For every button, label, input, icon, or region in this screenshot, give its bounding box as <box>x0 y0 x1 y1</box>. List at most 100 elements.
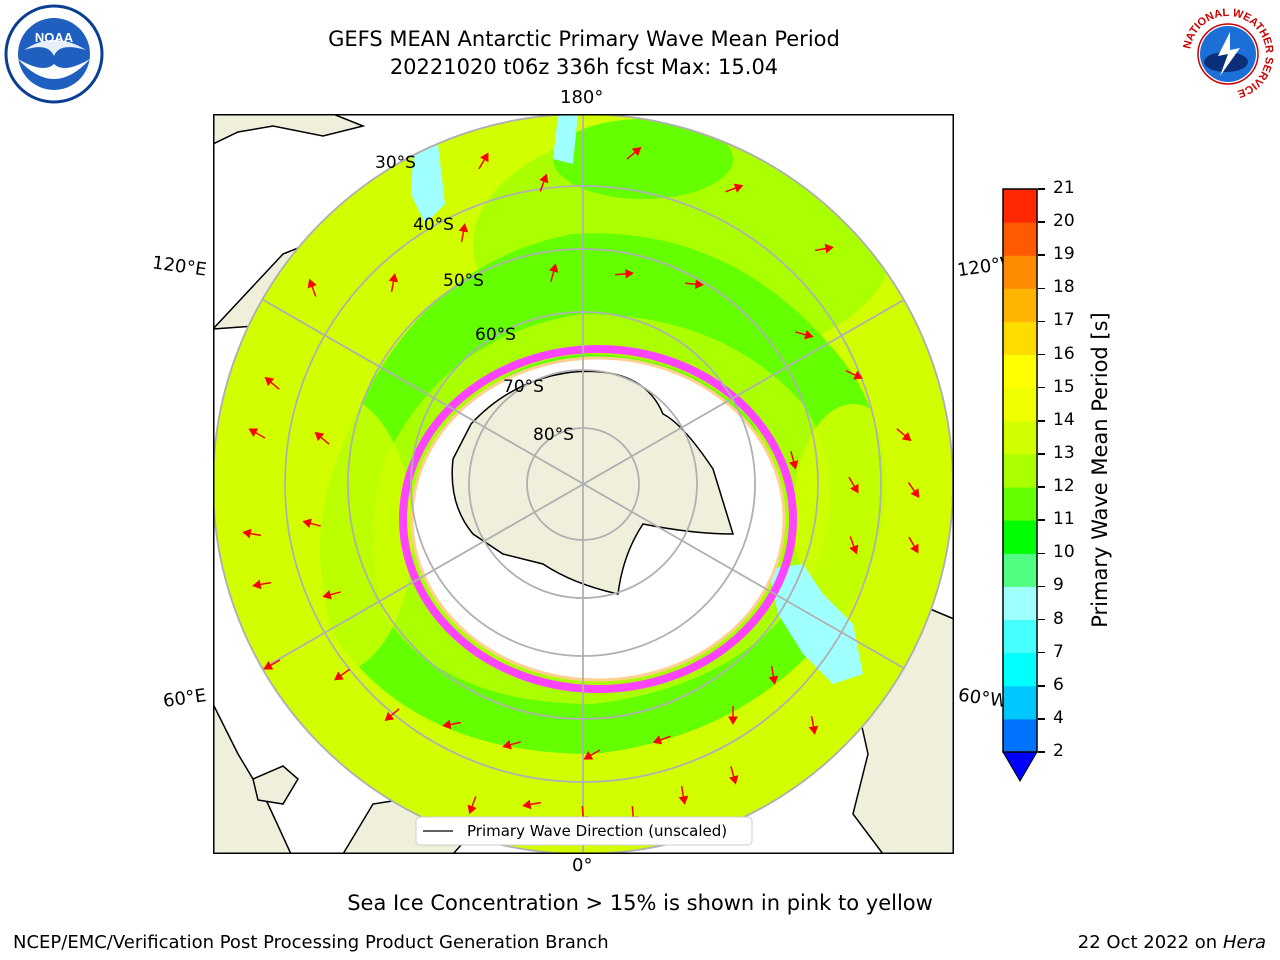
wave-arrow <box>539 173 549 192</box>
wave-arrow <box>652 735 671 745</box>
colorbar-segment <box>1003 321 1037 356</box>
wave-arrow <box>307 278 317 297</box>
footer-credit: NCEP/EMC/Verification Post Processing Pr… <box>13 932 609 953</box>
wave-arrow <box>614 268 634 279</box>
colorbar-tick-mark <box>1038 353 1045 356</box>
colorbar-segment <box>1003 189 1037 223</box>
wave-arrow <box>908 536 919 554</box>
colorbar-segment <box>1003 420 1037 455</box>
wave-arrow <box>848 476 859 494</box>
colorbar <box>1002 188 1038 782</box>
colorbar-tick-mark <box>1038 188 1045 190</box>
wave-arrow <box>583 749 601 760</box>
colorbar-tick-label: 17 <box>1053 310 1075 331</box>
wave-arrow <box>384 708 400 722</box>
map-title: GEFS MEAN Antarctic Primary Wave Mean Pe… <box>328 27 840 51</box>
colorbar-segment <box>1003 387 1037 422</box>
map-border <box>213 114 954 854</box>
colorbar-tick-label: 9 <box>1053 575 1064 596</box>
latitude-labels: 30°S 40°S 50°S 60°S 70°S 80°S <box>375 153 574 445</box>
colorbar-tick-mark <box>1038 221 1045 223</box>
antarctica <box>451 370 735 595</box>
lon-label-180: 180° <box>560 87 604 108</box>
colorbar-tick-label: 6 <box>1053 674 1064 695</box>
wave-arrow <box>548 263 559 282</box>
colorbar-segment <box>1003 718 1037 753</box>
colorbar-border <box>1002 188 1038 753</box>
colorbar-tick-mark <box>1038 254 1045 256</box>
lat-label-30s: 30°S <box>375 153 416 173</box>
colorbar-tick-mark <box>1038 486 1045 488</box>
colorbar-tick-mark <box>1038 585 1045 588</box>
colorbar-segment <box>1003 685 1037 720</box>
colorbar-segment <box>1003 487 1037 521</box>
wave-arrow <box>808 715 819 735</box>
colorbar-tick-label: 2 <box>1053 741 1064 761</box>
lat-label-40s: 40°S <box>413 215 454 235</box>
colorbar-tick-mark <box>1038 519 1045 521</box>
map-area: 30°S 40°S 50°S 60°S 70°S 80°S Primary Wa… <box>213 114 954 854</box>
colorbar-segment <box>1003 619 1037 654</box>
lat-label-70s: 70°S <box>503 377 544 397</box>
wave-arrow <box>302 518 321 529</box>
footer-machine: Hera <box>1222 932 1266 953</box>
colorbar-tick-label: 16 <box>1053 343 1075 364</box>
wave-arrow <box>502 739 521 750</box>
wave-arrow <box>795 329 814 340</box>
wave-arrow <box>252 579 272 590</box>
wave-arrow <box>849 536 859 555</box>
wave-arrow <box>314 431 330 445</box>
colorbar-segment <box>1003 553 1037 587</box>
wave-arrow <box>907 482 920 499</box>
wave-arrow <box>264 376 280 390</box>
colorbar-segment <box>1003 453 1037 488</box>
colorbar-tick-label: 11 <box>1053 509 1075 530</box>
wave-direction-arrows <box>242 146 920 825</box>
colorbar-tick-mark <box>1038 552 1045 555</box>
footer-date: 22 Oct 2022 on Hera <box>1078 932 1266 953</box>
colorbar-tick-mark <box>1038 618 1045 621</box>
colorbar-tick-mark <box>1038 651 1045 654</box>
colorbar-segment <box>1003 288 1037 322</box>
colorbar-segment <box>1003 652 1037 687</box>
wave-arrow <box>678 785 689 805</box>
colorbar-tick-label: 19 <box>1053 244 1075 265</box>
wave-arrow <box>263 659 281 670</box>
colorbar-tick-label: 21 <box>1053 178 1075 198</box>
wave-arrow <box>684 279 704 290</box>
lon-label-60e: 60°E <box>161 685 208 712</box>
wave-arrow <box>725 183 744 193</box>
sea-ice-edge <box>399 345 797 693</box>
colorbar-tick-label: 8 <box>1053 608 1064 629</box>
colorbar-tick-label: 18 <box>1053 277 1075 298</box>
colorbar-tick-mark <box>1038 420 1045 422</box>
colorbar-tick-label: 4 <box>1053 707 1064 728</box>
colorbar-tick-label: 10 <box>1053 542 1075 563</box>
wave-arrow <box>768 665 779 685</box>
wave-arrow <box>458 223 469 243</box>
lon-label-0: 0° <box>572 855 593 876</box>
colorbar-segment <box>1003 222 1037 256</box>
colorbar-segment <box>1003 586 1037 621</box>
wave-arrow <box>242 528 262 539</box>
wave-arrow <box>478 152 489 170</box>
wave-arrow <box>896 428 912 442</box>
colorbar-tick-label: 15 <box>1053 376 1075 397</box>
svg-text:NOAA: NOAA <box>35 30 74 45</box>
wave-arrow <box>845 369 863 380</box>
colorbar-tick-mark <box>1038 453 1045 455</box>
lat-label-60s: 60°S <box>475 325 516 345</box>
legend-label: Primary Wave Direction (unscaled) <box>467 822 727 840</box>
colorbar-tick-mark <box>1038 287 1045 290</box>
colorbar-tick-mark <box>1038 320 1045 323</box>
lon-label-120e: 120°E <box>150 252 208 281</box>
colorbar-segment <box>1003 520 1037 554</box>
colorbar-tick-label: 13 <box>1053 442 1075 463</box>
colorbar-tick-mark <box>1038 386 1045 389</box>
lat-label-50s: 50°S <box>443 271 484 291</box>
wave-arrow <box>333 668 350 681</box>
colorbar-tick-mark <box>1038 718 1045 720</box>
map-subtitle: 20221020 t06z 336h fcst Max: 15.04 <box>389 55 779 79</box>
wave-arrow <box>626 146 642 160</box>
wave-arrow <box>322 589 341 600</box>
